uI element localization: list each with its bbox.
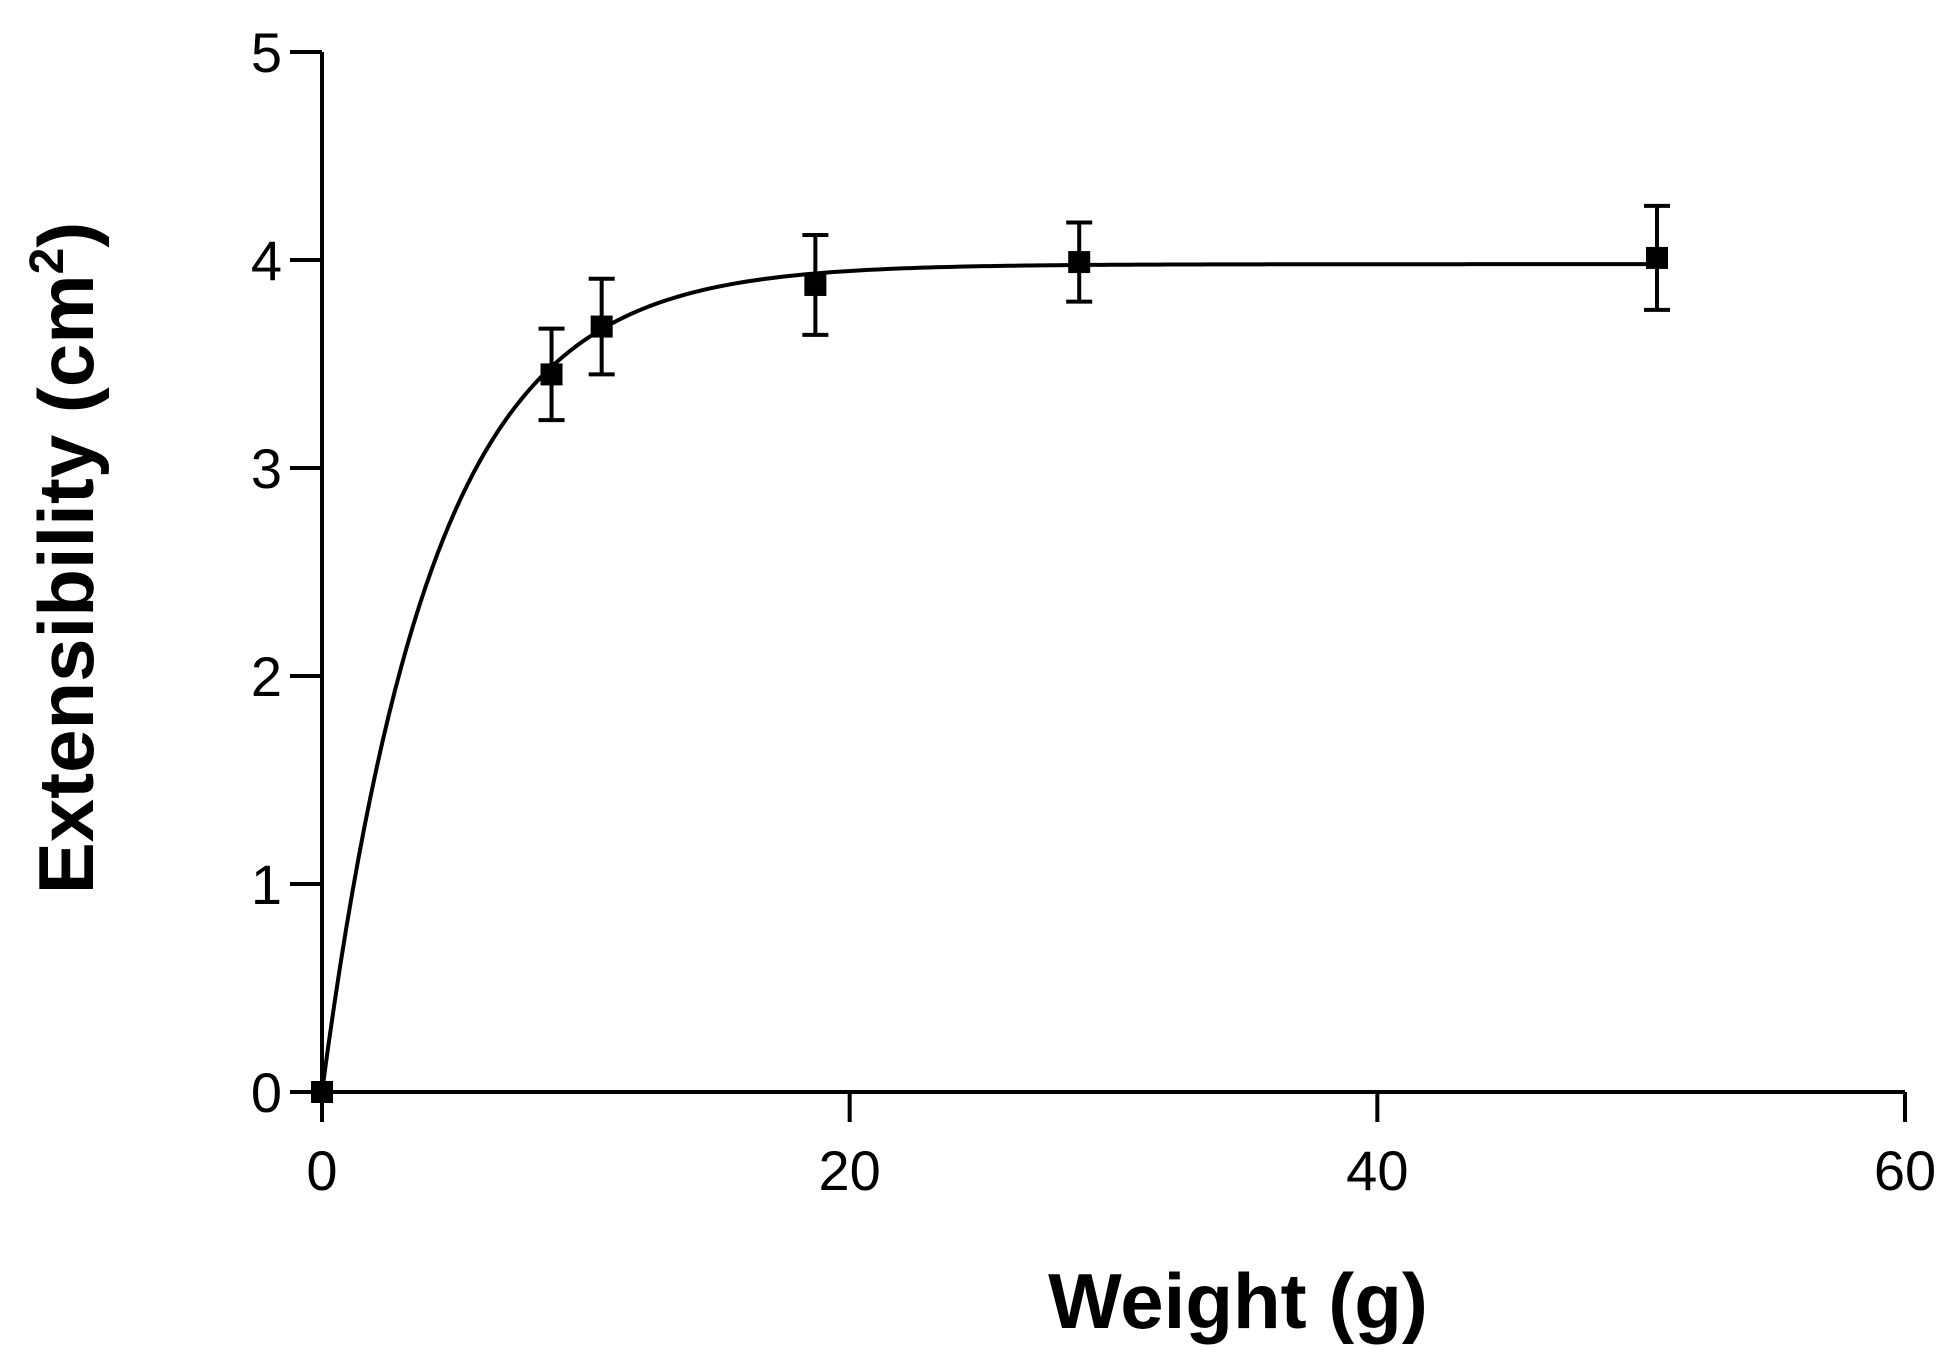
x-tick-label: 40 [1346,1139,1408,1202]
data-point-marker [311,1081,333,1103]
y-axis-title-suffix: ) [22,222,110,248]
y-tick-label: 0 [251,1061,282,1124]
x-tick-label: 60 [1874,1139,1936,1202]
data-point-marker [590,315,613,338]
y-tick-label: 1 [251,853,282,916]
data-point-marker [540,363,563,386]
y-axis-title: Extensibility (cm2) [21,222,110,895]
y-axis-title-main: Extensibility (cm [22,274,110,894]
y-ticks: 0 1 2 3 4 5 [251,21,322,1124]
data-point-marker [1068,251,1091,274]
y-axis-title-superscript: 2 [21,248,74,275]
y-tick-label: 2 [251,645,282,708]
data-point-marker [804,273,827,296]
y-tick-label: 5 [251,21,282,84]
x-axis-title: Weight (g) [1048,1257,1428,1345]
x-tick-label: 0 [306,1139,337,1202]
data-point-marker [1645,246,1668,269]
axes [320,52,1905,1094]
y-tick-label: 4 [251,229,282,292]
error-bars [538,203,1670,423]
y-tick-label: 3 [251,437,282,500]
markers [311,246,1668,1103]
x-tick-label: 20 [819,1139,881,1202]
fit-curve [320,262,1657,1093]
x-ticks: 0 20 40 60 [306,1092,1936,1202]
